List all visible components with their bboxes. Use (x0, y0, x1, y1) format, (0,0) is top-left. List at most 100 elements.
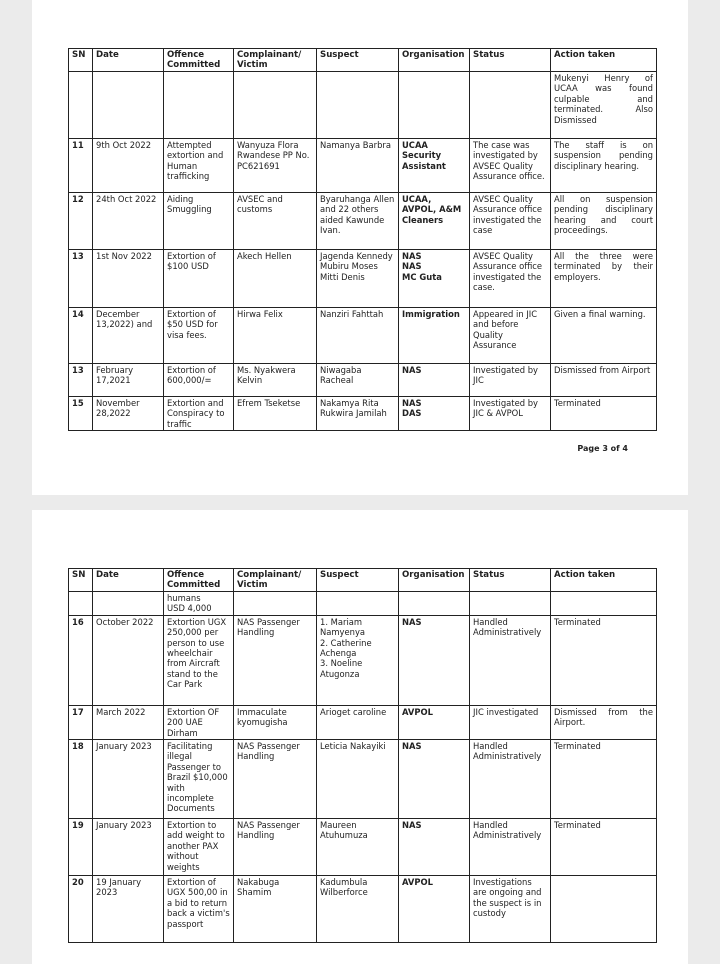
column-header-org: Organisation (398, 568, 470, 592)
cell-status: Investigated by JIC (469, 363, 551, 397)
cell-org (398, 591, 470, 616)
cell-sn (68, 591, 93, 616)
cell-sn: 16 (68, 614, 93, 706)
cell-offence: Extortion and Conspiracy to traffic (163, 395, 234, 432)
cell-date (92, 71, 164, 139)
cell-sn: 11 (68, 138, 93, 193)
cell-complainant (233, 591, 317, 616)
cell-status: The case was investigated by AVSEC Quali… (469, 138, 551, 193)
table-row: 14 December 13,2022) and Extortion of $50 … (68, 307, 657, 364)
column-header-date: Date (92, 48, 164, 72)
cell-complainant: Ms. Nyakwera Kelvin (233, 363, 317, 397)
cell-org: UCAA, AVPOL, A&M Cleaners (398, 192, 470, 250)
cell-date: 19 January 2023 (92, 875, 164, 944)
cell-action (550, 591, 657, 616)
cell-suspect: Byaruhanga Allen and 22 others aided Kaw… (316, 192, 399, 250)
cell-status: Handled Administratively (469, 739, 551, 820)
cell-complainant: NAS Passenger Handling (233, 739, 317, 820)
cell-sn: 13 (68, 363, 93, 397)
cell-date: 24th Oct 2022 (92, 192, 164, 250)
cell-sn: 13 (68, 249, 93, 308)
cell-suspect: Nakamya Rita Rukwira Jamilah (316, 395, 399, 432)
cell-sn: 14 (68, 307, 93, 364)
cell-suspect: Maureen Atuhumuza (316, 818, 399, 877)
cell-org: NAS (398, 739, 470, 820)
table-row: Mukenyi Henry of UCAA was found culpable… (68, 71, 657, 139)
cell-action: Terminated (550, 614, 657, 706)
cell-date: December 13,2022) and (92, 307, 164, 364)
cell-sn (68, 71, 93, 139)
table-header: SN Date Offence Committed Complainant/ Vict… (68, 568, 657, 592)
table-row: 16 October 2022 Extortion UGX 250,000 per … (68, 614, 657, 706)
cell-complainant: NAS Passenger Handling (233, 614, 317, 706)
cell-action: Terminated (550, 818, 657, 877)
column-header-sn: SN (68, 568, 93, 592)
page-number: Page 3 of 4 (577, 444, 628, 453)
cell-complainant (233, 71, 317, 139)
cell-org: NAS (398, 363, 470, 397)
cell-date: March 2022 (92, 704, 164, 741)
cell-offence: Extortion UGX 250,000 per person to use … (163, 614, 234, 706)
cell-complainant: Hirwa Felix (233, 307, 317, 364)
document-page-4: SN Date Offence Committed Complainant/ Vict… (32, 510, 688, 964)
cell-date: January 2023 (92, 739, 164, 820)
cell-action: Dismissed from Airport (550, 363, 657, 397)
cell-status: Handled Administratively (469, 614, 551, 706)
cell-status: AVSEC Quality Assurance office investiga… (469, 192, 551, 250)
table-row: 20 19 January 2023 Extortion of UGX 500,00… (68, 875, 657, 944)
cell-org: AVPOL (398, 875, 470, 944)
cell-offence: Extortion of $100 USD (163, 249, 234, 308)
cell-complainant: Immaculate kyomugisha (233, 704, 317, 741)
table-row: humans USD 4,000 (68, 591, 657, 616)
column-header-action: Action taken (550, 568, 657, 592)
column-header-suspect: Suspect (316, 48, 399, 72)
incident-table: SN Date Offence Committed Complainant/ Vict… (68, 568, 657, 944)
table-row: 13 February 17,2021 Extortion of 600,000/=… (68, 363, 657, 397)
cell-date: 9th Oct 2022 (92, 138, 164, 193)
cell-action: Mukenyi Henry of UCAA was found culpable… (550, 71, 657, 139)
cell-offence: Extortion of 600,000/= (163, 363, 234, 397)
cell-suspect: Niwagaba Racheal (316, 363, 399, 397)
cell-action: Terminated (550, 739, 657, 820)
cell-complainant: Akech Hellen (233, 249, 317, 308)
table-row: 19 January 2023 Extortion to add weight to… (68, 818, 657, 877)
column-header-date: Date (92, 568, 164, 592)
cell-suspect: Namanya Barbra (316, 138, 399, 193)
cell-org: Immigration (398, 307, 470, 364)
cell-date (92, 591, 164, 616)
column-header-complainant: Complainant/ Victim (233, 568, 317, 592)
cell-action: The staff is on suspension pending disci… (550, 138, 657, 193)
cell-status (469, 71, 551, 139)
cell-sn: 15 (68, 395, 93, 432)
incident-table: SN Date Offence Committed Complainant/ Vict… (68, 48, 657, 432)
cell-org: AVPOL (398, 704, 470, 741)
column-header-action: Action taken (550, 48, 657, 72)
cell-sn: 12 (68, 192, 93, 250)
column-header-offence: Offence Committed (163, 48, 234, 72)
cell-complainant: Efrem Tseketse (233, 395, 317, 432)
cell-complainant: AVSEC and customs (233, 192, 317, 250)
cell-action: All the three were terminated by their e… (550, 249, 657, 308)
cell-sn: 18 (68, 739, 93, 820)
cell-status: JIC investigated (469, 704, 551, 741)
cell-complainant: NAS Passenger Handling (233, 818, 317, 877)
cell-status: Appeared in JIC and before Quality Assur… (469, 307, 551, 364)
cell-org: UCAA Security Assistant (398, 138, 470, 193)
cell-complainant: Wanyuza Flora Rwandese PP No. PC621691 (233, 138, 317, 193)
cell-offence: Attempted extortion and Human traffickin… (163, 138, 234, 193)
column-header-complainant: Complainant/ Victim (233, 48, 317, 72)
cell-action: Terminated (550, 395, 657, 432)
table-row: 11 9th Oct 2022 Attempted extortion and Hu… (68, 138, 657, 193)
column-header-sn: SN (68, 48, 93, 72)
cell-offence (163, 71, 234, 139)
cell-sn: 19 (68, 818, 93, 877)
table-row: 15 November 28,2022 Extortion and Conspira… (68, 395, 657, 432)
table-row: 17 March 2022 Extortion OF 200 UAE Dirham I… (68, 704, 657, 741)
cell-suspect (316, 591, 399, 616)
cell-suspect: 1. Mariam Namyenya 2. Catherine Achenga … (316, 614, 399, 706)
column-header-suspect: Suspect (316, 568, 399, 592)
table-row: 18 January 2023 Facilitating illegal Passe… (68, 739, 657, 820)
cell-org: NAS (398, 818, 470, 877)
cell-action: All on suspension pending disciplinary h… (550, 192, 657, 250)
table-row: 13 1st Nov 2022 Extortion of $100 USD Akech… (68, 249, 657, 308)
